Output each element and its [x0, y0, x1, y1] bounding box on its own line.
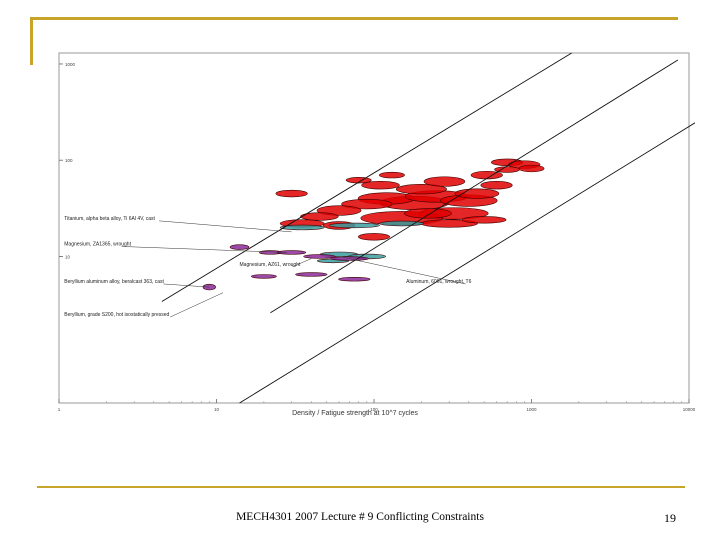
fatigue-strength-chart: 1 10 100 1000 10000 10 100 1000 Titanium, alpha…: [58, 52, 695, 417]
annotation-label: Beryllium, grade S200, hot isostatically…: [64, 312, 169, 318]
annotation-leader: [339, 256, 466, 285]
bubble: [328, 222, 380, 229]
guide-line: [161, 52, 572, 302]
annotation-leader: [121, 246, 287, 253]
footer-rule: [37, 486, 685, 488]
guide-line: [270, 59, 679, 314]
x-tick-label: 100: [370, 407, 378, 412]
bubble: [404, 208, 452, 219]
title-accent-bar-vertical: [30, 17, 33, 65]
guide-line: [239, 122, 695, 404]
bubble: [341, 198, 393, 210]
x-tick-label: 1000: [526, 407, 537, 412]
plot-area: [58, 52, 690, 404]
bubble: [275, 189, 308, 198]
bubble: [361, 181, 400, 190]
y-tick-label: 10: [65, 254, 71, 259]
guide-lines: [161, 52, 695, 404]
annotation-leader: [292, 258, 312, 267]
annotation-leader: [163, 283, 210, 288]
annotation-label: Beryllium aluminum alloy, beralcast 363,…: [64, 279, 164, 285]
bubble: [202, 283, 216, 291]
bubble: [300, 212, 339, 221]
bubble: [518, 164, 545, 173]
bubble: [357, 233, 391, 241]
y-tick-label: 100: [65, 158, 73, 163]
annotation-label: Aluminum, 6061, wrought, T6: [406, 279, 471, 285]
bubble: [303, 254, 336, 259]
page-number: 19: [664, 511, 676, 525]
annotations: Titanium, alpha beta alloy, Ti 6Al 4V, c…: [64, 216, 471, 318]
bubble: [379, 171, 405, 179]
annotation-label: Titanium, alpha beta alloy, Ti 6Al 4V, c…: [64, 216, 155, 222]
bubble: [454, 188, 500, 199]
x-tick-label: 10: [214, 407, 220, 412]
annotation-leader: [159, 220, 292, 233]
data-series: [202, 158, 545, 291]
annotation-label: Magnesium, AZ61, wrought: [240, 262, 301, 268]
bubble: [470, 170, 503, 180]
bubble: [295, 272, 328, 277]
bubble: [395, 184, 447, 195]
bubble: [423, 176, 466, 187]
x-tick-label: 1: [58, 407, 61, 412]
x-axis-label: Density / Fatigue strength at 10^7 cycle…: [292, 410, 418, 417]
bubble: [494, 166, 521, 173]
x-tick-label: 10000: [683, 407, 695, 412]
bubble: [338, 276, 371, 282]
bubble: [480, 181, 513, 190]
y-tick-label: 1000: [65, 62, 76, 67]
annotation-leader: [169, 292, 224, 318]
annotation-label: Magnesium, ZA1365, wrought: [64, 241, 131, 247]
bubble: [461, 216, 507, 224]
bubble: [277, 250, 307, 255]
bubble: [229, 244, 250, 250]
title-accent-bar: [30, 17, 678, 20]
bubble: [251, 274, 277, 279]
bubble: [279, 224, 325, 231]
axis-ticks: 1 10 100 1000 10000 10 100 1000: [58, 62, 695, 412]
slide-footer: MECH4301 2007 Lecture # 9 Conflicting Co…: [236, 511, 484, 523]
